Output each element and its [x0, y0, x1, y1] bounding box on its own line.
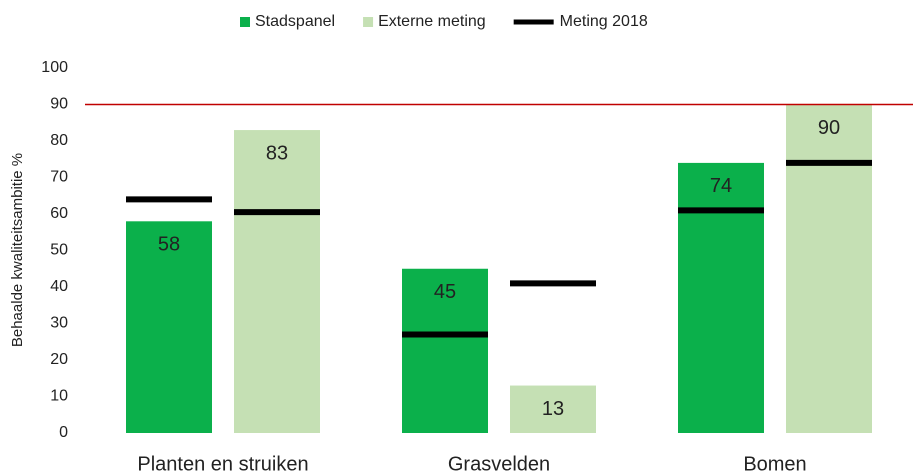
bar: [234, 130, 320, 434]
data-label: 13: [542, 398, 564, 420]
y-tick-label: 20: [50, 351, 68, 368]
legend-label: Externe meting: [378, 13, 486, 30]
x-tick-label: Bomen: [743, 453, 806, 474]
y-tick-label: 100: [41, 59, 68, 76]
y-tick-label: 50: [50, 242, 68, 259]
bar: [678, 162, 764, 433]
legend-label: Meting 2018: [560, 13, 648, 30]
data-label: 83: [266, 142, 288, 164]
data-label: 90: [818, 117, 840, 139]
legend-swatch: [363, 17, 374, 27]
y-tick-label: 10: [50, 388, 68, 405]
y-tick-label: 40: [50, 278, 68, 295]
bar: [510, 385, 596, 433]
y-tick-label: 60: [50, 205, 68, 222]
y-tick-label: 0: [59, 424, 68, 441]
x-tick-label: Planten en struiken: [137, 453, 308, 474]
y-tick-label: 90: [50, 96, 68, 113]
data-label: 58: [158, 234, 180, 256]
y-tick-label: 70: [50, 169, 68, 186]
y-axis-label: Behaalde kwaliteitsambitie %: [9, 153, 26, 347]
y-tick-label: 30: [50, 315, 68, 332]
data-label: 74: [710, 175, 732, 197]
y-tick-label: 80: [50, 132, 68, 149]
bar: [786, 104, 872, 433]
x-tick-label: Grasvelden: [448, 453, 550, 474]
legend-label: Stadspanel: [255, 13, 335, 30]
legend-swatch: [240, 17, 250, 27]
bar: [402, 268, 488, 433]
bar: [126, 221, 212, 433]
data-label: 45: [434, 281, 456, 303]
